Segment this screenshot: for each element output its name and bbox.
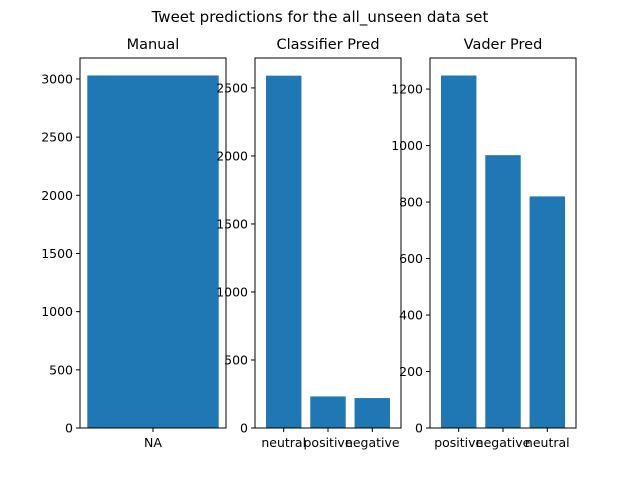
- y-tick-label: 1500: [216, 216, 248, 231]
- x-tick-label: NA: [144, 435, 162, 450]
- chart-title: Manual: [127, 37, 180, 53]
- y-tick-label: 600: [399, 251, 423, 266]
- axes-frame: [254, 57, 402, 429]
- y-tick-label: 1000: [216, 284, 248, 299]
- x-tick-label: positive: [303, 435, 352, 450]
- y-tick-label: 1000: [391, 138, 423, 153]
- x-tick-label: negative: [476, 435, 531, 450]
- y-tick-label: 2500: [41, 130, 73, 145]
- bar-neutral: [529, 196, 566, 428]
- chart-panels: ManualNA050010001500200025003000Classifi…: [41, 37, 577, 450]
- y-tick-label: 1200: [391, 82, 423, 97]
- y-tick-label: 2500: [216, 80, 248, 95]
- y-tick-label: 200: [399, 364, 423, 379]
- x-tick-label: neutral: [261, 435, 306, 450]
- y-tick-label: 400: [399, 308, 423, 323]
- chart-title: Vader Pred: [464, 37, 543, 53]
- x-tick-label: neutral: [525, 435, 570, 450]
- x-tick-label: positive: [434, 435, 483, 450]
- y-tick-label: 1000: [41, 304, 73, 319]
- bar-positive: [440, 75, 477, 429]
- y-tick-label: 0: [415, 421, 423, 436]
- chart-title: Classifier Pred: [276, 37, 379, 53]
- y-tick-label: 500: [49, 362, 73, 377]
- y-tick-label: 500: [224, 352, 248, 367]
- bar-positive: [310, 396, 346, 428]
- bar-neutral: [265, 75, 302, 428]
- y-tick-label: 0: [240, 421, 248, 436]
- bar-NA: [87, 75, 219, 429]
- y-tick-label: 2000: [216, 148, 248, 163]
- y-tick-label: 1500: [41, 246, 73, 261]
- bar-negative: [354, 398, 391, 428]
- figure-title: Tweet predictions for the all_unseen dat…: [151, 8, 489, 27]
- y-tick-label: 3000: [41, 71, 73, 86]
- axes-frame: [79, 57, 227, 429]
- bar-negative: [485, 155, 521, 428]
- y-tick-label: 0: [65, 421, 73, 436]
- y-tick-label: 2000: [41, 188, 73, 203]
- chart-panel-1: Manual NA 0 500 1000 1500 2000 2500 3000: [41, 37, 227, 450]
- axes-frame: [429, 57, 577, 429]
- y-tick-label: 800: [399, 195, 423, 210]
- x-tick-label: negative: [345, 435, 400, 450]
